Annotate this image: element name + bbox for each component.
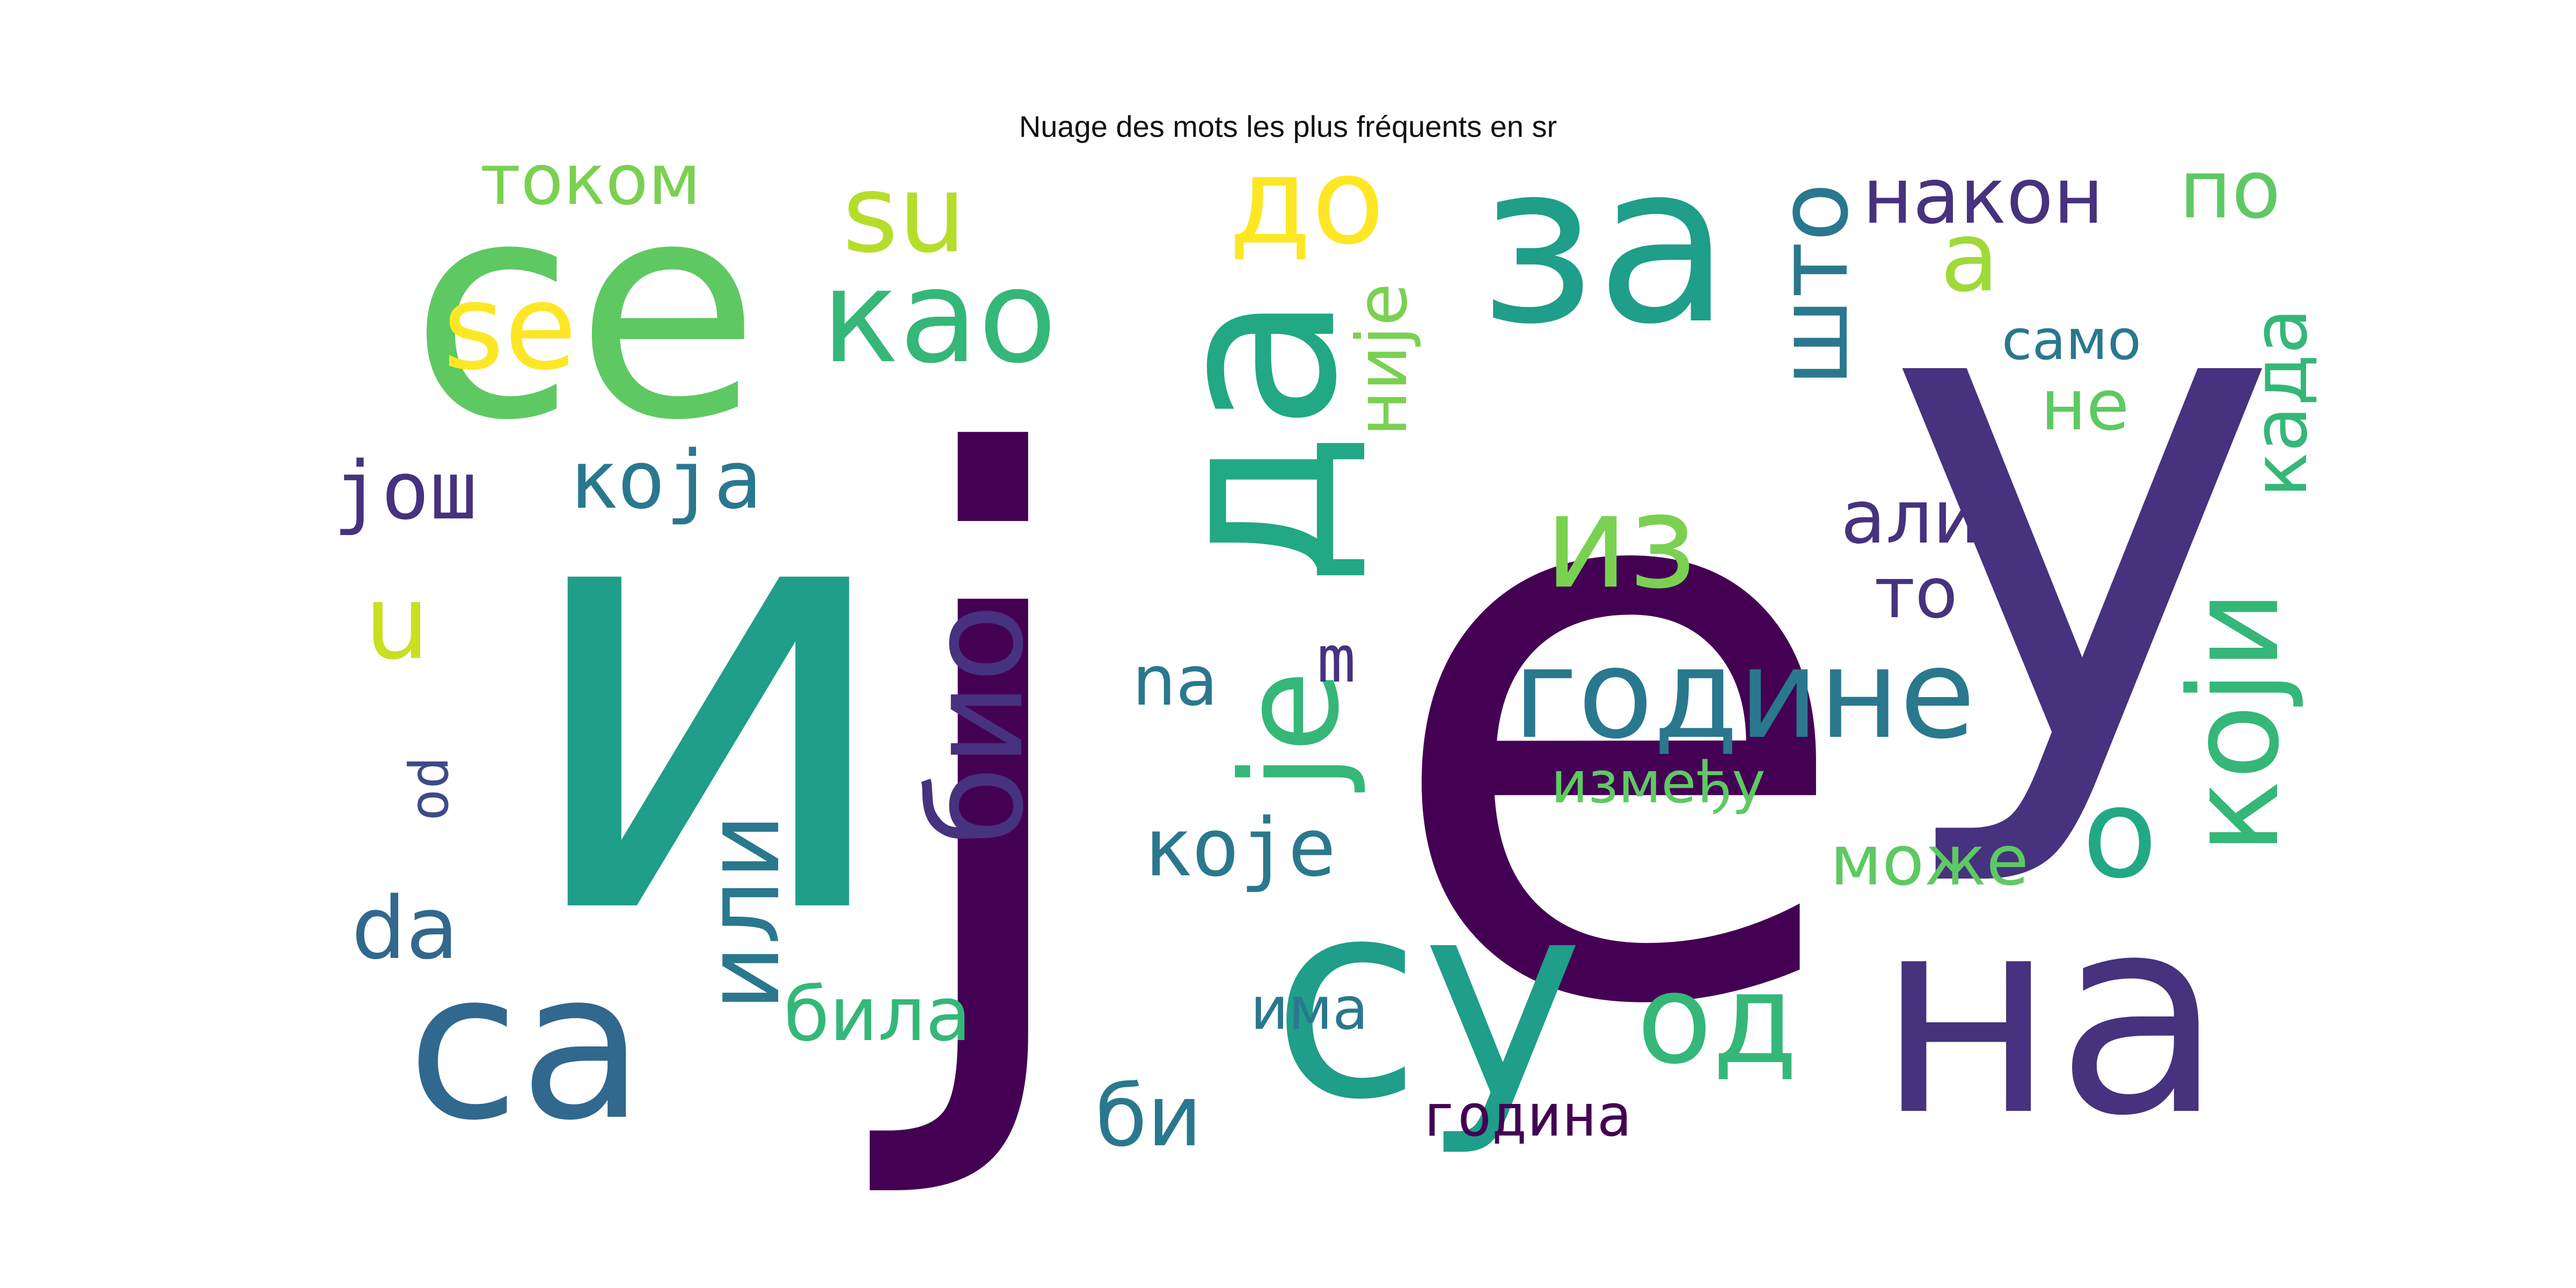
cloud-word: то [1874, 552, 1958, 634]
cloud-word: није [1341, 283, 1423, 436]
cloud-word: se [443, 259, 577, 396]
cloud-word: био [902, 603, 1052, 846]
cloud-word: које [1143, 801, 1336, 895]
cloud-word: а [1940, 201, 2000, 313]
cloud-word: da [352, 878, 459, 978]
cloud-word: о [2082, 763, 2158, 906]
cloud-word: која [569, 433, 762, 527]
cloud-word: е [1379, 269, 1858, 1175]
cloud-word: по [2179, 143, 2281, 237]
cloud-word: su [842, 152, 967, 277]
cloud-word: има [1250, 974, 1368, 1043]
cloud-word: и [513, 348, 904, 1048]
cloud-word: од [1636, 947, 1798, 1092]
cloud-word: за [1479, 116, 1731, 372]
cloud-word: у [1882, 111, 2282, 898]
cloud-word: из [1545, 467, 1697, 617]
cloud-word: година [1422, 1082, 1632, 1150]
cloud-word: се [410, 136, 760, 486]
cloud-word: након [1862, 151, 2104, 241]
page-title: Nuage des mots les plus fréquents en sr [1019, 109, 1557, 143]
cloud-word: може [1830, 821, 2029, 901]
cloud-word: na [1132, 641, 1218, 721]
cloud-word: године [1513, 623, 1975, 766]
cloud-word: између [1551, 750, 1766, 816]
cloud-word: od [398, 756, 460, 821]
cloud-word: са [407, 927, 645, 1165]
cloud-word: што [1758, 182, 1870, 386]
cloud-word: до [1228, 131, 1385, 271]
cloud-word: још [333, 444, 478, 538]
cloud-word: су [1271, 841, 1584, 1160]
cloud-word: али [1841, 474, 1981, 560]
cloud-word: m [1317, 623, 1356, 697]
cloud-word: ј [884, 301, 1102, 1212]
cloud-word: који [2163, 589, 2307, 854]
cloud-word: или [684, 813, 802, 1011]
cloud-word: не [2040, 364, 2129, 446]
cloud-word: била [784, 970, 971, 1058]
cloud-word: да [1124, 293, 1387, 587]
cloud-word: само [2002, 308, 2141, 372]
cloud-word: u [364, 563, 430, 682]
cloud-word: на [1877, 858, 2223, 1176]
cloud-word: као [821, 241, 1057, 392]
cloud-word: би [1095, 1067, 1202, 1166]
cloud-word: током [480, 139, 701, 221]
cloud-word: када [2237, 308, 2324, 497]
